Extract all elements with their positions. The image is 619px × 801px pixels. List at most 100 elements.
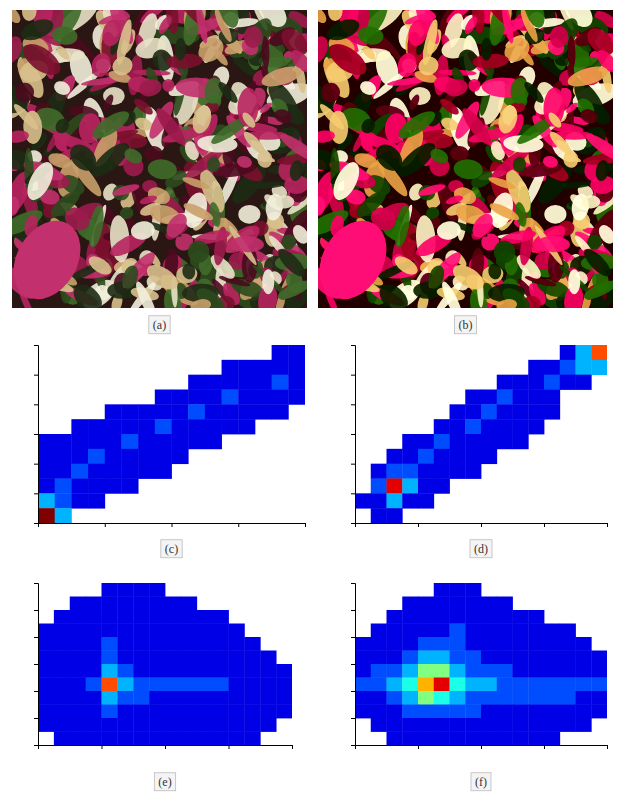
heatmap-cell [591,691,607,705]
heatmap-cell [260,718,276,732]
photo-leaf [144,145,164,161]
tick [238,523,239,527]
heatmap-cell [70,610,86,624]
tick-mark [351,691,355,692]
heatmap-cell [222,390,239,405]
heatmap-cell [213,705,229,719]
heatmap-cell [229,705,245,719]
heatmap-cell [181,637,197,651]
heatmap-cell [238,404,255,419]
heatmap-cell [71,493,88,508]
heatmap-cell [244,651,260,665]
photo-leaf [162,210,191,241]
photo-leaf [360,44,377,62]
tick-mark [34,610,38,611]
heatmap-cell [560,375,576,390]
heatmap-cell [560,718,576,732]
photo-leaf [261,36,270,69]
tick-mark [351,637,355,638]
tick-mark [172,523,173,527]
photo-leaf [438,96,461,117]
photo-leaf [290,222,307,246]
heatmap-cell [481,664,497,678]
heatmap-cell [450,404,466,419]
heatmap-cell [528,419,544,434]
tick-mark [34,523,38,524]
heatmap-cell [260,664,276,678]
photo-leaf [544,205,566,224]
tick [351,493,355,494]
photo-leaf [272,107,294,126]
heatmap-cell [576,345,592,360]
heatmap-cells [355,583,607,745]
heatmap-cell [276,678,292,692]
heatmap-cell [188,375,205,390]
heatmap-cell [355,651,371,665]
heatmap-cell [102,637,118,651]
photo [318,10,613,308]
photo-leaf [89,106,133,143]
caption-text: (e) [158,775,171,789]
heatmap-cell [450,732,466,746]
tick-mark [607,523,608,527]
photo-leaf [12,196,20,217]
tick-mark [418,523,419,527]
heatmap-cell [450,434,466,449]
heatmap-cell [434,479,450,494]
photo-leaf [487,263,502,281]
heatmap-cell [155,390,172,405]
heatmap-cell [86,718,102,732]
photo-leaf [468,78,481,92]
photo-leaf [328,158,364,204]
heatmap-cell [465,597,481,611]
heatmap-cell [387,508,403,523]
heatmap-cell [38,464,55,479]
heatmap-cell [54,651,70,665]
heatmap-cell [102,718,118,732]
heatmap-cell [450,678,466,692]
heatmap-cell [513,419,529,434]
heatmap-cell [165,732,181,746]
heatmap-cell [213,718,229,732]
heatmap-cell [121,479,138,494]
heatmap-cell [133,651,149,665]
tick-mark [34,691,38,692]
heatmap-cell [387,479,403,494]
caption-box [470,540,492,558]
heatmap-cell [86,705,102,719]
heatmap-cell [528,678,544,692]
photo-leaf [189,103,214,135]
heatmap-cell [121,464,138,479]
heatmap-cell [133,624,149,638]
photo-leaf [152,105,189,149]
figure: (a)(b)(c)(d)(e)(f) [0,0,619,801]
tick-mark [351,345,355,346]
heatmap-cell [88,449,105,464]
photo-leaf [277,130,307,165]
caption: (c) [161,540,182,558]
heatmap-cell [149,624,165,638]
heatmap-cell [213,732,229,746]
tick-mark [351,404,355,405]
heatmap-cell [260,678,276,692]
heatmap-cell [117,718,133,732]
heatmap-cell [54,637,70,651]
heatmap-cell [497,691,513,705]
photo-leaf [156,15,173,36]
heatmap-cell [465,610,481,624]
heatmap-cell [371,493,387,508]
heatmap-cell [54,624,70,638]
heatmap-cell [229,691,245,705]
heatmap-cell [205,375,222,390]
heatmap-cell [387,637,403,651]
heatmap-cell [86,691,102,705]
heatmap-cell [121,419,138,434]
photo-leaf [536,235,570,253]
heatmap-cell [387,651,403,665]
heatmap-cell [133,678,149,692]
heatmap-cell [38,624,54,638]
caption-text: (b) [459,318,473,332]
heatmap-cell [38,718,54,732]
heatmap-cell [88,419,105,434]
photo-leaf [392,204,412,248]
